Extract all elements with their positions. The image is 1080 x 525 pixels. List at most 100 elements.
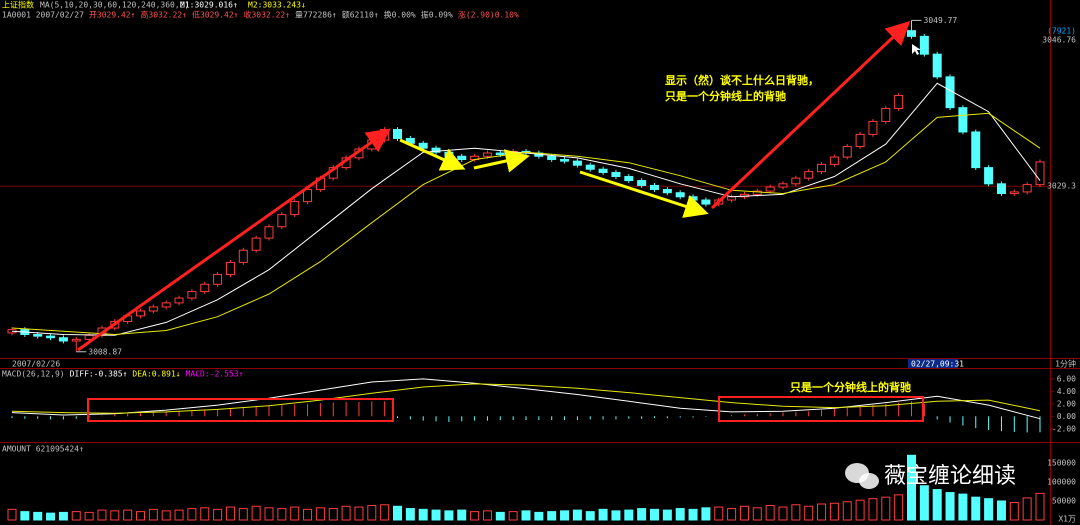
candle-body	[46, 335, 56, 339]
quote-info: 换0.00%	[384, 10, 416, 20]
quote-info: 额62110↑	[342, 10, 379, 20]
amount-bar	[341, 505, 351, 521]
yellow-arrow	[579, 170, 709, 218]
candle-body	[842, 146, 852, 158]
amount-bar	[1009, 501, 1019, 521]
amount-bar	[791, 504, 801, 521]
cursor-box	[908, 359, 958, 368]
candle-body	[71, 338, 81, 342]
candle-body	[971, 131, 981, 169]
period: 1分钟	[1055, 359, 1076, 369]
quote-info: 涨(2.90)0.10%	[458, 10, 519, 20]
quote-info: 低3029.42↑	[192, 10, 239, 20]
highlight-box	[718, 396, 924, 422]
candle-body	[1009, 191, 1019, 195]
macd-legend: MACD:-2.553↑	[186, 370, 244, 379]
quote-info: 高3032.22↑	[140, 10, 187, 20]
amount-bar	[907, 454, 916, 521]
amount-bar	[405, 508, 415, 521]
amount-bar	[971, 496, 981, 521]
cursor	[912, 44, 921, 55]
amount-bar	[264, 507, 274, 521]
candle-body	[444, 151, 454, 157]
candle-body	[932, 53, 942, 78]
amount-bar	[585, 511, 595, 521]
candle-body	[881, 107, 891, 122]
y-tick-label: 4.00	[1057, 387, 1076, 396]
ma-line	[11, 378, 1041, 420]
amount-bar	[662, 509, 672, 521]
right-label: (7921)	[1047, 27, 1076, 36]
quote-info: 振0.09%	[421, 10, 453, 20]
candle-body	[174, 297, 184, 304]
amount-bar	[495, 511, 505, 521]
amount-bar	[174, 509, 184, 521]
candle-body	[264, 226, 274, 239]
amount-bar	[868, 498, 878, 521]
amount-bar	[328, 508, 338, 521]
candle-body	[791, 177, 801, 185]
amount-bar	[881, 496, 891, 521]
annotation: 只是一个分钟线上的背驰	[665, 89, 786, 103]
amount-bar	[817, 503, 827, 521]
amount-bar	[251, 505, 261, 521]
amount-bar	[431, 509, 441, 521]
candle-body	[637, 180, 647, 186]
candle-body	[688, 196, 698, 201]
y-tick-label: 100000	[1047, 477, 1076, 486]
candle-body	[238, 249, 248, 263]
candle-body	[829, 156, 839, 165]
y-tick-label: -2.00	[1052, 424, 1076, 433]
amount-bar	[829, 502, 839, 521]
candle-body	[200, 283, 210, 293]
watermark-text: 薇宝缠论细读	[884, 464, 1016, 489]
candle-body	[33, 334, 43, 337]
candle-body	[585, 164, 595, 170]
index-title: 上证指数	[2, 0, 34, 10]
right-label: 3046.76	[1042, 36, 1076, 45]
candle-body	[136, 310, 145, 317]
candle-body	[572, 160, 582, 166]
candle-body	[225, 261, 235, 276]
yellow-arrow	[473, 149, 530, 173]
amount-bar	[444, 510, 454, 521]
amount-bar	[675, 508, 685, 521]
candle-body	[482, 152, 492, 157]
amount-bar	[290, 506, 300, 521]
amount-bar	[560, 510, 570, 521]
candle-body	[958, 107, 968, 133]
y-tick-label: 0.00	[1057, 412, 1076, 421]
amount-bar	[457, 509, 467, 521]
amount-bar	[842, 501, 852, 521]
low-label: 3008.87	[88, 347, 122, 356]
y-tick-label: 150000	[1047, 458, 1076, 467]
amount-bar	[354, 506, 364, 521]
candle-body	[778, 183, 788, 188]
red-arrow	[710, 20, 911, 210]
amount-bar	[97, 509, 107, 521]
candle-body	[996, 183, 1006, 195]
candle-body	[765, 186, 775, 192]
amount-bar	[71, 511, 81, 521]
highlight-box	[87, 398, 394, 422]
annotations	[77, 20, 924, 422]
amount-bar	[919, 485, 929, 521]
amount-bar	[534, 511, 544, 521]
candle-body	[675, 192, 685, 198]
amount-bar	[714, 506, 724, 521]
y-tick-label: 6.00	[1057, 374, 1076, 383]
amount-bar	[701, 507, 711, 521]
amount-bar	[482, 510, 492, 521]
amount-bar	[33, 511, 43, 521]
high-label: 3049.77	[924, 16, 958, 25]
amount-bar	[161, 510, 171, 521]
macd-legend: DIFF:-0.385↑	[70, 370, 128, 379]
candle-body	[290, 201, 300, 216]
amount-bar	[225, 506, 235, 521]
candle-body	[894, 95, 904, 109]
amount-bar	[238, 508, 248, 521]
candle-body	[868, 120, 878, 135]
